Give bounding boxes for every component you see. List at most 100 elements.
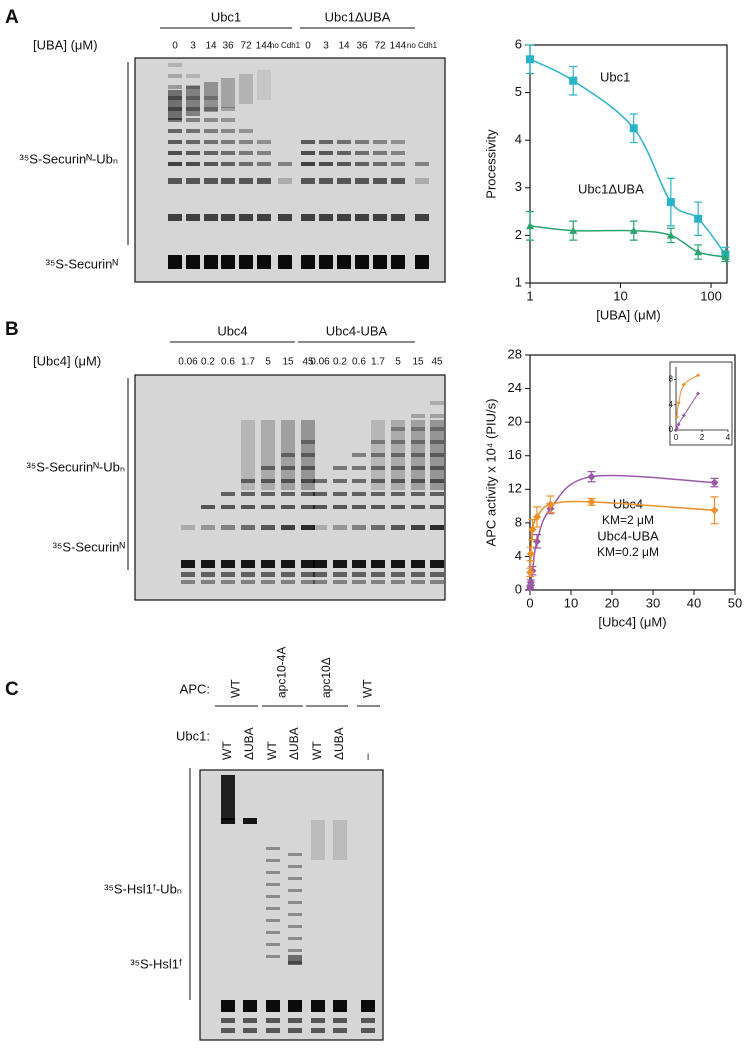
- gel-band: [333, 560, 347, 568]
- data-point: [569, 226, 578, 234]
- gel-band: [186, 74, 200, 78]
- gel-band: [257, 140, 271, 144]
- data-point: [532, 537, 541, 546]
- gel-band: [221, 560, 235, 568]
- gel-background: [134, 57, 446, 283]
- gel-band: [352, 466, 366, 470]
- data-point: [710, 506, 719, 515]
- gel-band: [221, 580, 235, 584]
- gel-band: [243, 1018, 257, 1023]
- gel-band: [301, 214, 315, 221]
- gel-band: [391, 162, 405, 166]
- lane-label: 15: [282, 357, 294, 368]
- gel-band: [411, 572, 425, 577]
- gel-band: [337, 178, 351, 184]
- gel-band: [241, 525, 255, 530]
- data-point: [526, 55, 534, 64]
- gel-band: [333, 466, 347, 470]
- lane-label: 0.6: [352, 357, 366, 368]
- lane-label: 14: [338, 41, 350, 52]
- gel-band: [257, 178, 271, 184]
- gel-band: [288, 949, 302, 952]
- gel-band: [319, 214, 333, 221]
- row-header: Ubc1:: [176, 728, 210, 743]
- gel-band: [221, 525, 235, 530]
- gel-band: [281, 479, 295, 483]
- gel-band: [186, 255, 200, 269]
- gel-band: [204, 140, 218, 144]
- gel-band: [261, 420, 275, 490]
- gel-band: [261, 492, 275, 496]
- gel-band: [239, 140, 253, 144]
- gel-band: [430, 580, 444, 584]
- lane-header: [UBA] (μM): [33, 37, 98, 52]
- gel-band: [261, 572, 275, 577]
- lane-label: 0.06: [310, 357, 330, 368]
- gel-band: [266, 943, 280, 946]
- gel-band: [281, 492, 295, 496]
- gel-band: [288, 937, 302, 940]
- gel-band: [186, 178, 200, 184]
- data-point: [676, 422, 681, 427]
- lane-label: 0.2: [333, 357, 347, 368]
- gel-band: [391, 492, 405, 496]
- gel-band: [257, 214, 271, 221]
- data-point: [694, 214, 703, 223]
- gel-band: [204, 178, 218, 184]
- gel-band: [301, 140, 315, 144]
- gel-band: [301, 580, 315, 584]
- group-label: Ubc1: [211, 9, 241, 24]
- data-point: [629, 226, 638, 234]
- gel-band: [201, 525, 215, 530]
- gel-band: [391, 178, 405, 184]
- gel-band: [371, 580, 385, 584]
- x-tick-label: 30: [646, 595, 660, 610]
- gel-band: [352, 453, 366, 457]
- y-tick-label: 16: [508, 447, 522, 462]
- group-label: Ubc4: [217, 323, 247, 338]
- gel-band: [333, 1018, 347, 1023]
- gel-band: [221, 214, 235, 221]
- x-axis-label: [UBA] (μM): [596, 307, 661, 322]
- gel-band: [241, 580, 255, 584]
- gel-band: [337, 214, 351, 221]
- plot-frame: [529, 354, 736, 591]
- gel-band: [266, 859, 280, 862]
- lane-label: 15: [412, 357, 424, 368]
- gel-band: [391, 525, 405, 530]
- gel-band: [301, 453, 315, 457]
- apc-lane-label: apc10-4A: [275, 647, 289, 698]
- gel-band: [391, 560, 405, 568]
- gel-band: [257, 70, 271, 100]
- gel-band: [411, 453, 425, 457]
- lane-label: 3: [190, 41, 196, 52]
- lane-label: 72: [374, 41, 386, 52]
- panel-letter: B: [5, 319, 19, 340]
- gel-image: [199, 769, 384, 1041]
- gel-band: [266, 907, 280, 910]
- data-point: [676, 400, 681, 405]
- gel-band: [288, 877, 302, 880]
- lane-label: no Cdh1: [407, 41, 438, 50]
- gel-band: [391, 255, 405, 269]
- ubc1-lane-label: ΔUBA: [332, 727, 346, 760]
- y-tick-label: 6: [515, 36, 522, 51]
- plot-frame: [529, 44, 728, 284]
- inset-x-tick-label: 2: [700, 433, 705, 442]
- gel-band: [352, 580, 366, 584]
- gel-band: [186, 107, 200, 111]
- annotation: KM=0.2 μM: [597, 545, 659, 559]
- gel-band: [371, 479, 385, 483]
- y-tick-label: 1: [515, 274, 522, 289]
- series-label: Ubc4-UBA: [597, 528, 659, 543]
- inset-y-tick-label: 0: [669, 425, 674, 434]
- gel-band: [168, 85, 182, 89]
- gel-band: [221, 505, 235, 509]
- y-tick-label: 20: [508, 414, 522, 429]
- lane-label: 0.6: [221, 357, 235, 368]
- y-tick-label: 28: [508, 346, 522, 361]
- gel-band: [266, 931, 280, 934]
- gel-band: [355, 178, 369, 184]
- x-tick-label: 50: [728, 595, 742, 610]
